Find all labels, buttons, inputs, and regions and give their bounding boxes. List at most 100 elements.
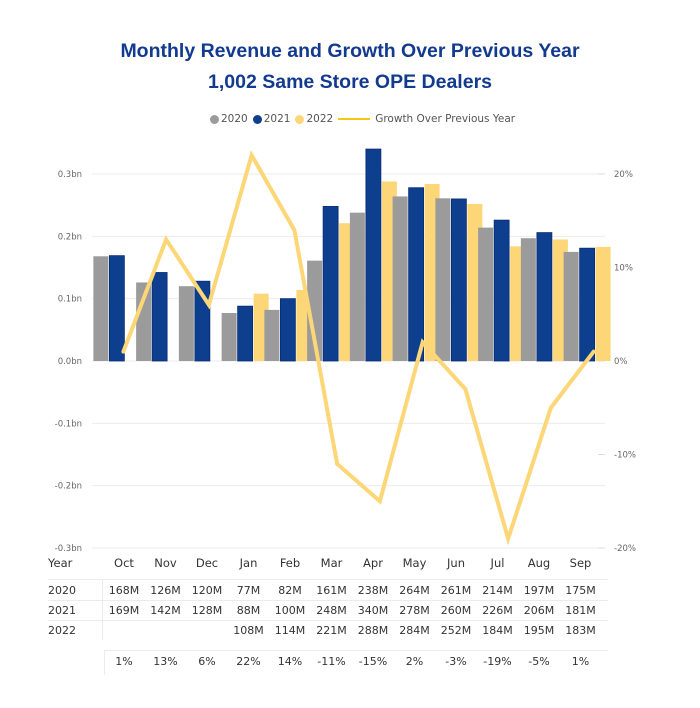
table-cell: 169M	[108, 604, 140, 617]
legend-item-2022[interactable]: 2022	[295, 113, 333, 125]
legend-label: Growth Over Previous Year	[375, 113, 516, 125]
table-header-month: Aug	[527, 556, 551, 570]
table-header-month: Jun	[447, 556, 465, 570]
table-cell: 128M	[191, 604, 223, 617]
table-header-month: Jul	[490, 556, 505, 570]
right-axis-tick-label: -20%	[614, 544, 636, 554]
table-growth-cell: 6%	[198, 655, 216, 668]
legend-item-2021[interactable]: 2021	[252, 113, 291, 125]
table-growth-cell: -19%	[483, 655, 512, 668]
legend-item-2020[interactable]: 2020	[210, 113, 248, 125]
right-axis-tick-label: 0%	[614, 357, 628, 367]
left-axis-tick-label: 0.0bn	[58, 357, 82, 367]
table-row-year: 2020	[48, 584, 76, 597]
table-row: 2020 168M 126M 120M 77M 82M 161M 238M 264M 261M 21…	[48, 581, 608, 601]
table-cell: 168M	[108, 584, 140, 597]
bar-2020-dec	[178, 286, 194, 361]
left-axis-tick-label: 0.3bn	[58, 170, 82, 180]
right-axis-tick-label: -10%	[614, 451, 636, 461]
bar-2020-oct	[93, 256, 109, 361]
table-growth-row: 1% 13% 6% 22% 14% -11% -15% 2% -3% -19% -5% 1%	[48, 652, 608, 672]
bar-2020-feb	[264, 309, 280, 361]
bar-2020-aug	[520, 238, 536, 361]
table-cell: 197M	[523, 584, 555, 597]
table-row-year: 2022	[48, 624, 76, 637]
chart-svg: 0.3bn 0.2bn 0.1bn 0.0bn -0.1bn -0.2bn -0.3bn 20…	[55, 148, 636, 554]
legend-dot-icon	[295, 114, 305, 124]
bar-2021-jun	[450, 198, 467, 362]
table-cell: 260M	[440, 604, 472, 617]
table-cell: 248M	[316, 604, 347, 617]
bar-2021-nov	[151, 272, 168, 362]
bar-2020-jul	[478, 227, 494, 361]
bar-2022-sep	[595, 246, 611, 361]
table-header-month: Oct	[114, 556, 134, 570]
table-header-month: Dec	[195, 556, 219, 570]
legend-item-growth-over-previous-year[interactable]: Growth Over Previous Year	[338, 113, 515, 125]
table-growth-cell: 1%	[115, 655, 133, 668]
table-header-month: Apr	[363, 556, 383, 570]
legend-label: 2020	[221, 113, 248, 125]
table-cell: 288M	[357, 624, 389, 637]
table-cell: 238M	[357, 584, 389, 597]
table-cell: 278M	[399, 604, 430, 617]
table-cell: 183M	[565, 624, 596, 637]
table-cell: 206M	[523, 604, 555, 617]
table-growth-cell: 14%	[277, 655, 303, 668]
table-divider	[48, 600, 608, 601]
legend-dot-icon	[210, 114, 219, 124]
table-header-month: Mar	[320, 556, 343, 570]
table-growth-cell: -3%	[445, 655, 467, 668]
table-header-month: Nov	[154, 556, 177, 570]
table-cell: 88M	[236, 604, 261, 617]
table-growth-cell: 1%	[571, 655, 590, 668]
table-growth-cell: 22%	[236, 655, 261, 668]
table-cell: 142M	[150, 604, 181, 617]
table-cell: 221M	[316, 624, 347, 637]
table-cell: 226M	[482, 604, 513, 617]
right-axis-tick-label: 20%	[614, 170, 633, 180]
table-cell: 77M	[236, 584, 261, 597]
bar-2020-jan	[221, 313, 237, 361]
legend-label: 2022	[306, 113, 334, 125]
table-cell: 100M	[274, 604, 306, 617]
bar-2020-nov	[136, 282, 152, 361]
table-divider	[48, 579, 608, 580]
bar-2021-may	[408, 187, 425, 362]
table-row: 2022 108M 114M 221M 288M 284M 252M 184M 195M 183M	[48, 621, 608, 641]
bar-2021-sep	[579, 247, 596, 362]
bar-2021-aug	[536, 232, 553, 362]
table-cell: 108M	[233, 624, 264, 637]
legend-label: 2021	[263, 113, 291, 125]
table-row: 2021 169M 142M 128M 88M 100M 248M 340M 278M 260M 2…	[48, 601, 608, 621]
table-cell: 340M	[357, 604, 389, 617]
table-divider	[48, 620, 608, 621]
bar-2021-mar	[322, 206, 339, 362]
table-header-month: May	[402, 556, 427, 570]
bar-2020-mar	[307, 260, 323, 361]
chart-subtitle: 1,002 Same Store OPE Dealers	[208, 71, 492, 93]
table-growth-cell: -15%	[358, 655, 388, 668]
left-axis-tick-label: 0.2bn	[58, 232, 82, 242]
table-header-row: Year Oct Nov Dec Jan Feb Mar Apr May Jun Jul Aug Sep	[48, 553, 608, 573]
left-axis-tick-label: -0.1bn	[55, 419, 82, 429]
table-header-month: Feb	[279, 556, 301, 570]
bar-2020-jun	[435, 198, 451, 361]
bar-2021-jul	[493, 219, 510, 362]
legend-dot-icon	[252, 114, 262, 124]
table-cell: 181M	[565, 604, 596, 617]
table-growth-cell: 13%	[153, 655, 178, 668]
left-axis-tick-label: -0.3bn	[55, 544, 82, 554]
growth-line	[121, 150, 596, 546]
table-cell: 120M	[191, 584, 223, 597]
table-header-year: Year	[48, 556, 73, 570]
table-row-year: 2021	[48, 604, 76, 617]
table-divider	[104, 650, 608, 651]
legend-line-icon	[338, 118, 371, 120]
legend: 2020 2021 2022 Growth Over Previous Year	[210, 113, 520, 125]
bar-2020-apr	[349, 212, 365, 361]
table-header-month: Sep	[569, 556, 592, 570]
table-cell: 184M	[482, 624, 513, 637]
bar-2021-apr	[365, 148, 382, 362]
bar-2021-oct	[108, 255, 125, 362]
